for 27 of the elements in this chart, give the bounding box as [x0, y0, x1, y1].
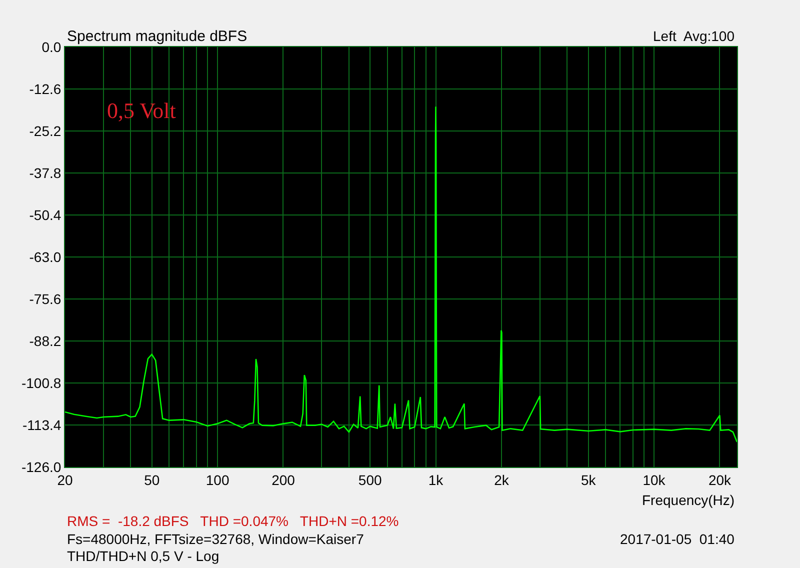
x-tick-label: 2k — [494, 472, 510, 488]
chart-title: Spectrum magnitude dBFS — [67, 28, 248, 45]
y-tick-label: -100.8 — [21, 374, 62, 391]
x-tick-label: 100 — [206, 472, 230, 488]
text: 2017-01-05 01:40 — [620, 531, 735, 547]
x-tick-label: 50 — [144, 472, 160, 488]
y-tick-label: -63.0 — [29, 248, 62, 265]
x-tick-label: 20k — [708, 472, 732, 488]
y-tick-label: 0.0 — [42, 38, 62, 55]
y-tick-label: -12.6 — [29, 80, 62, 97]
x-tick-label: 5k — [580, 472, 597, 488]
x-tick-label: 500 — [358, 472, 382, 488]
x-tick-label: 1k — [428, 472, 444, 488]
chart-subtitle: Left Avg:100 — [653, 28, 735, 44]
annotation: 0,5 Volt — [107, 98, 176, 123]
x-tick-label: 10k — [642, 472, 666, 488]
y-tick-label: -88.2 — [29, 332, 62, 349]
y-tick-label: -37.8 — [29, 164, 62, 181]
y-tick-label: -50.4 — [29, 206, 62, 223]
text: RMS = -18.2 dBFS THD =0.047% THD+N =0.12% — [67, 513, 399, 529]
x-tick-label: 200 — [272, 472, 296, 488]
y-tick-label: -75.6 — [29, 290, 62, 307]
x-axis-title: Frequency(Hz) — [642, 492, 735, 508]
y-tick-label: -25.2 — [29, 122, 62, 139]
text: Fs=48000Hz, FFTsize=32768, Window=Kaiser7 — [67, 531, 364, 547]
text: THD/THD+N 0,5 V - Log — [67, 548, 220, 564]
y-tick-label: -113.4 — [22, 416, 62, 433]
